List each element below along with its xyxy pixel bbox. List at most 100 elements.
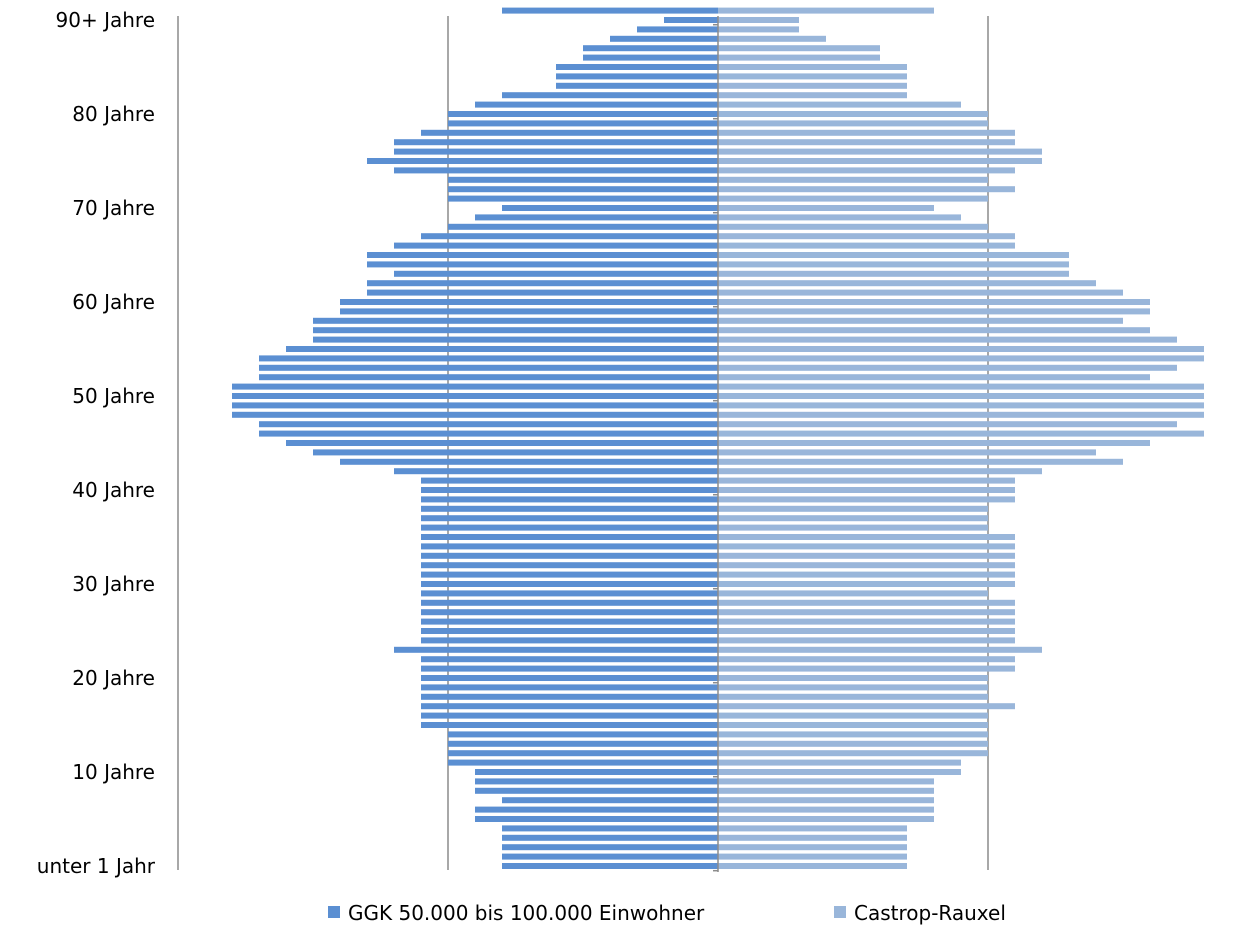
bar bbox=[718, 17, 799, 23]
y-tick-label: 60 Jahre bbox=[72, 290, 155, 314]
y-tick-label: 70 Jahre bbox=[72, 196, 155, 220]
bar bbox=[718, 355, 1204, 362]
bar bbox=[259, 430, 718, 437]
bar bbox=[718, 167, 1015, 174]
bar bbox=[718, 505, 988, 512]
bar bbox=[718, 252, 1069, 258]
bar bbox=[718, 458, 1123, 465]
series-ggk-bars bbox=[232, 7, 718, 869]
bar bbox=[421, 656, 718, 663]
bar bbox=[259, 355, 718, 362]
bar bbox=[664, 17, 718, 23]
bar bbox=[502, 92, 718, 99]
bar bbox=[421, 571, 718, 578]
y-tick-label: 10 Jahre bbox=[72, 760, 155, 784]
bar bbox=[718, 346, 1204, 352]
bar bbox=[583, 54, 718, 61]
bar bbox=[394, 242, 718, 249]
bar bbox=[421, 703, 718, 710]
bar bbox=[718, 308, 1150, 315]
bar bbox=[421, 712, 718, 719]
bar bbox=[556, 82, 718, 89]
bar bbox=[475, 816, 718, 822]
bar bbox=[718, 825, 907, 832]
bar bbox=[313, 327, 718, 334]
bar bbox=[718, 158, 1042, 164]
bar bbox=[448, 120, 718, 127]
bar bbox=[394, 646, 718, 653]
bar bbox=[718, 129, 1015, 136]
legend: GGK 50.000 bis 100.000 Einwohner Castrop… bbox=[328, 901, 1006, 925]
y-tick-label: 80 Jahre bbox=[72, 102, 155, 126]
bar bbox=[475, 787, 718, 794]
bar bbox=[718, 693, 988, 700]
bar bbox=[718, 524, 988, 531]
bar bbox=[718, 223, 988, 230]
bar bbox=[232, 402, 718, 409]
bar bbox=[718, 806, 934, 813]
bar bbox=[448, 759, 718, 766]
bar bbox=[259, 364, 718, 371]
bar bbox=[718, 665, 1015, 672]
bar bbox=[475, 214, 718, 221]
bar bbox=[718, 740, 988, 747]
bar bbox=[340, 299, 718, 305]
bar bbox=[718, 45, 880, 52]
bar bbox=[718, 82, 907, 89]
bar bbox=[259, 421, 718, 428]
bar bbox=[718, 270, 1069, 277]
y-tick-label: 90+ Jahre bbox=[56, 8, 155, 32]
bar bbox=[718, 64, 907, 70]
bar bbox=[421, 675, 718, 681]
bar bbox=[718, 402, 1204, 409]
bar bbox=[718, 759, 961, 766]
bar bbox=[718, 289, 1123, 296]
bar bbox=[718, 590, 988, 597]
legend-swatch-ggk bbox=[328, 906, 340, 918]
bar bbox=[421, 524, 718, 531]
bar bbox=[367, 158, 718, 164]
bar bbox=[718, 675, 988, 681]
bar bbox=[718, 468, 1042, 475]
bar bbox=[421, 552, 718, 559]
bar bbox=[718, 834, 907, 841]
bar bbox=[448, 731, 718, 738]
bar bbox=[421, 665, 718, 672]
bar bbox=[448, 740, 718, 747]
bar bbox=[313, 336, 718, 343]
bar bbox=[367, 261, 718, 268]
bar bbox=[718, 853, 907, 860]
bar bbox=[718, 364, 1177, 371]
bar bbox=[259, 374, 718, 381]
bar bbox=[421, 543, 718, 550]
bar bbox=[718, 722, 988, 728]
bar bbox=[367, 280, 718, 287]
bar bbox=[502, 205, 718, 211]
legend-swatch-castrop bbox=[834, 906, 846, 918]
bar bbox=[718, 628, 1015, 634]
bar bbox=[421, 684, 718, 691]
bar bbox=[718, 571, 1015, 578]
bar bbox=[718, 477, 1015, 484]
bar bbox=[718, 543, 1015, 550]
bar bbox=[718, 176, 988, 183]
bar bbox=[718, 534, 1015, 540]
bar bbox=[367, 289, 718, 296]
bar bbox=[502, 853, 718, 860]
bar bbox=[448, 223, 718, 230]
bar bbox=[718, 637, 1015, 644]
bar bbox=[448, 111, 718, 117]
bar bbox=[421, 722, 718, 728]
bar bbox=[421, 590, 718, 597]
bar bbox=[718, 750, 988, 757]
bar bbox=[718, 440, 1150, 446]
bar bbox=[421, 487, 718, 493]
y-tick-label: unter 1 Jahr bbox=[37, 854, 156, 878]
bar bbox=[718, 54, 880, 61]
bar bbox=[718, 421, 1177, 428]
bar bbox=[718, 101, 961, 108]
bar bbox=[421, 599, 718, 606]
legend-label-castrop: Castrop-Rauxel bbox=[854, 901, 1006, 925]
bar bbox=[718, 797, 934, 804]
